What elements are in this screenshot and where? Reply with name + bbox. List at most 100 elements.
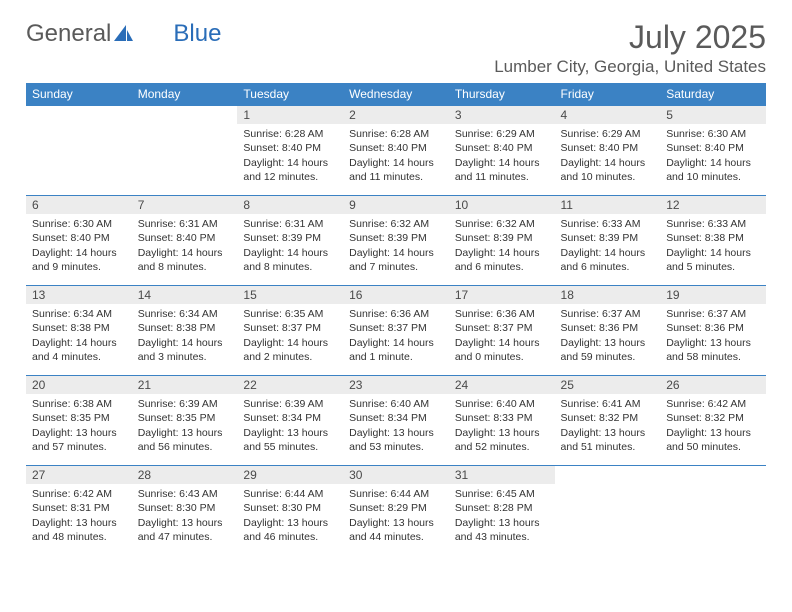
- calendar-day-cell: 30Sunrise: 6:44 AMSunset: 8:29 PMDayligh…: [343, 466, 449, 556]
- day-number: 6: [26, 196, 132, 214]
- sunset-line: Sunset: 8:34 PM: [243, 412, 321, 424]
- calendar-day-cell: 20Sunrise: 6:38 AMSunset: 8:35 PMDayligh…: [26, 376, 132, 466]
- day-number: 23: [343, 376, 449, 394]
- sunset-line: Sunset: 8:38 PM: [32, 322, 110, 334]
- calendar-day-cell: 19Sunrise: 6:37 AMSunset: 8:36 PMDayligh…: [660, 286, 766, 376]
- sunrise-line: Sunrise: 6:37 AM: [666, 308, 746, 320]
- weekday-header: Wednesday: [343, 83, 449, 106]
- brand-logo: General Blue: [26, 20, 221, 48]
- brand-part1: General: [26, 20, 111, 48]
- daylight-line: Daylight: 14 hours and 3 minutes.: [138, 337, 223, 363]
- sunrise-line: Sunrise: 6:28 AM: [243, 128, 323, 140]
- calendar-table: SundayMondayTuesdayWednesdayThursdayFrid…: [26, 83, 766, 556]
- day-number: 8: [237, 196, 343, 214]
- daylight-line: Daylight: 13 hours and 56 minutes.: [138, 427, 223, 453]
- sunset-line: Sunset: 8:37 PM: [243, 322, 321, 334]
- sunrise-line: Sunrise: 6:42 AM: [666, 398, 746, 410]
- daylight-line: Daylight: 13 hours and 50 minutes.: [666, 427, 751, 453]
- sunset-line: Sunset: 8:40 PM: [32, 232, 110, 244]
- sail-icon: [113, 24, 135, 44]
- sunset-line: Sunset: 8:30 PM: [138, 502, 216, 514]
- weekday-header: Tuesday: [237, 83, 343, 106]
- day-number: 31: [449, 466, 555, 484]
- day-number: 29: [237, 466, 343, 484]
- sunrise-line: Sunrise: 6:31 AM: [138, 218, 218, 230]
- sunset-line: Sunset: 8:39 PM: [349, 232, 427, 244]
- day-body: Sunrise: 6:34 AM Sunset: 8:38 PM Daylight:…: [26, 304, 132, 370]
- sunrise-line: Sunrise: 6:38 AM: [32, 398, 112, 410]
- calendar-day-cell: 23Sunrise: 6:40 AMSunset: 8:34 PMDayligh…: [343, 376, 449, 466]
- day-number: 22: [237, 376, 343, 394]
- sunset-line: Sunset: 8:37 PM: [455, 322, 533, 334]
- sunset-line: Sunset: 8:40 PM: [243, 142, 321, 154]
- day-body: Sunrise: 6:45 AMSunset: 8:28 PMDaylight:…: [449, 484, 555, 550]
- sunset-line: Sunset: 8:38 PM: [138, 322, 216, 334]
- weekday-header: Sunday: [26, 83, 132, 106]
- day-body: Sunrise: 6:29 AMSunset: 8:40 PMDaylight:…: [555, 124, 661, 190]
- day-number: 13: [26, 286, 132, 304]
- sunrise-line: Sunrise: 6:30 AM: [32, 218, 112, 230]
- calendar-day-cell: 22 Sunrise: 6:39 AM Sunset: 8:34 PM Dayligh…: [237, 376, 343, 466]
- day-body: Sunrise: 6:36 AMSunset: 8:37 PMDaylight:…: [343, 304, 449, 370]
- sunrise-line: Sunrise: 6:44 AM: [349, 488, 429, 500]
- calendar-week-row: 1Sunrise: 6:28 AMSunset: 8:40 PMDaylight…: [26, 106, 766, 196]
- day-number: 10: [449, 196, 555, 214]
- location-text: Lumber City, Georgia, United States: [494, 57, 766, 77]
- page-header: General Blue July 2025 Lumber City, Geor…: [26, 20, 766, 77]
- sunrise-line: Sunrise: 6:40 AM: [349, 398, 429, 410]
- sunset-line: Sunset: 8:40 PM: [138, 232, 216, 244]
- sunrise-line: Sunrise: 6:34 AM: [32, 308, 112, 320]
- day-number: 14: [132, 286, 238, 304]
- daylight-line: Daylight: 13 hours and 52 minutes.: [455, 427, 540, 453]
- day-body: Sunrise: 6:44 AMSunset: 8:29 PMDaylight:…: [343, 484, 449, 550]
- calendar-day-cell: 14Sunrise: 6:34 AMSunset: 8:38 PMDayligh…: [132, 286, 238, 376]
- day-number: 2: [343, 106, 449, 124]
- sunset-line: Sunset: 8:29 PM: [349, 502, 427, 514]
- sunrise-line: Sunrise: 6:39 AM: [243, 398, 323, 410]
- calendar-day-cell: 28Sunrise: 6:43 AMSunset: 8:30 PMDayligh…: [132, 466, 238, 556]
- daylight-line: Daylight: 13 hours and 55 minutes.: [243, 427, 328, 453]
- calendar-day-cell: 18Sunrise: 6:37 AMSunset: 8:36 PMDayligh…: [555, 286, 661, 376]
- day-number: 11: [555, 196, 661, 214]
- daylight-line: Daylight: 13 hours and 53 minutes.: [349, 427, 434, 453]
- day-body: Sunrise: 6:40 AMSunset: 8:33 PMDaylight:…: [449, 394, 555, 460]
- sunset-line: Sunset: 8:40 PM: [666, 142, 744, 154]
- daylight-line: Daylight: 14 hours and 9 minutes.: [32, 247, 117, 273]
- calendar-day-cell: 10Sunrise: 6:32 AMSunset: 8:39 PMDayligh…: [449, 196, 555, 286]
- sunset-line: Sunset: 8:36 PM: [561, 322, 639, 334]
- sunrise-line: Sunrise: 6:33 AM: [561, 218, 641, 230]
- calendar-day-cell: 8Sunrise: 6:31 AMSunset: 8:39 PMDaylight…: [237, 196, 343, 286]
- sunset-line: Sunset: 8:30 PM: [243, 502, 321, 514]
- sunset-line: Sunset: 8:39 PM: [243, 232, 321, 244]
- sunrise-line: Sunrise: 6:28 AM: [349, 128, 429, 140]
- day-body: Sunrise: 6:40 AMSunset: 8:34 PMDaylight:…: [343, 394, 449, 460]
- day-body: Sunrise: 6:31 AMSunset: 8:39 PMDaylight:…: [237, 214, 343, 280]
- day-body: Sunrise: 6:32 AMSunset: 8:39 PMDaylight:…: [449, 214, 555, 280]
- day-number: 3: [449, 106, 555, 124]
- title-block: July 2025 Lumber City, Georgia, United S…: [494, 20, 766, 77]
- day-body: Sunrise: 6:37 AMSunset: 8:36 PMDaylight:…: [555, 304, 661, 370]
- calendar-empty-cell: [132, 106, 238, 196]
- brand-part2: Blue: [173, 20, 221, 48]
- calendar-day-cell: 21Sunrise: 6:39 AMSunset: 8:35 PMDayligh…: [132, 376, 238, 466]
- day-number: 24: [449, 376, 555, 394]
- day-body: Sunrise: 6:39 AM Sunset: 8:34 PM Daylight:…: [237, 394, 343, 460]
- calendar-day-cell: 27Sunrise: 6:42 AMSunset: 8:31 PMDayligh…: [26, 466, 132, 556]
- sunrise-line: Sunrise: 6:35 AM: [243, 308, 323, 320]
- day-number: 1: [237, 106, 343, 124]
- day-body: Sunrise: 6:29 AMSunset: 8:40 PMDaylight:…: [449, 124, 555, 190]
- day-body: Sunrise: 6:39 AMSunset: 8:35 PMDaylight:…: [132, 394, 238, 460]
- sunset-line: Sunset: 8:35 PM: [32, 412, 110, 424]
- daylight-line: Daylight: 14 hours and 4 minutes.: [32, 337, 117, 363]
- day-number: 20: [26, 376, 132, 394]
- day-body: Sunrise: 6:33 AMSunset: 8:39 PMDaylight:…: [555, 214, 661, 280]
- day-body: Sunrise: 6:34 AMSunset: 8:38 PMDaylight:…: [132, 304, 238, 370]
- calendar-day-cell: 31Sunrise: 6:45 AMSunset: 8:28 PMDayligh…: [449, 466, 555, 556]
- day-body: Sunrise: 6:31 AMSunset: 8:40 PMDaylight:…: [132, 214, 238, 280]
- calendar-day-cell: 2Sunrise: 6:28 AMSunset: 8:40 PMDaylight…: [343, 106, 449, 196]
- calendar-day-cell: 15Sunrise: 6:35 AMSunset: 8:37 PMDayligh…: [237, 286, 343, 376]
- calendar-day-cell: 13 Sunrise: 6:34 AM Sunset: 8:38 PM Dayligh…: [26, 286, 132, 376]
- calendar-day-cell: 4Sunrise: 6:29 AMSunset: 8:40 PMDaylight…: [555, 106, 661, 196]
- sunset-line: Sunset: 8:40 PM: [455, 142, 533, 154]
- sunrise-line: Sunrise: 6:45 AM: [455, 488, 535, 500]
